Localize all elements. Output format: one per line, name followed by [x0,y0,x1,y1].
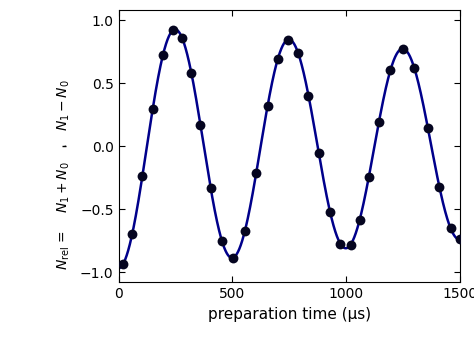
Text: $N_1 - N_0$: $N_1 - N_0$ [56,80,72,131]
Point [252,171,260,176]
Point [436,184,443,189]
Point [241,229,248,234]
Point [305,93,312,98]
Point [315,150,322,155]
Text: $N_1 + N_0$: $N_1 + N_0$ [56,161,72,213]
Point [424,125,432,131]
Point [128,232,136,237]
Point [229,255,237,260]
Point [274,56,282,62]
Point [294,51,302,56]
Point [264,104,271,109]
Point [207,185,214,191]
Point [188,70,195,75]
Point [218,238,226,244]
Point [284,37,292,42]
Point [149,107,156,112]
Point [337,241,344,246]
Point [399,46,407,51]
Point [365,174,373,180]
Point [456,237,464,242]
Text: $N_{\rm rel}$ =: $N_{\rm rel}$ = [56,230,72,270]
Point [138,173,146,179]
Point [356,217,364,222]
Point [197,122,204,128]
Point [447,226,455,231]
Point [387,68,394,73]
Point [169,28,177,33]
X-axis label: preparation time (μs): preparation time (μs) [208,307,371,322]
Point [375,119,383,124]
Point [326,209,334,215]
Point [119,261,127,267]
Point [410,65,418,71]
Point [159,53,167,58]
Point [178,35,186,41]
Point [347,242,355,248]
